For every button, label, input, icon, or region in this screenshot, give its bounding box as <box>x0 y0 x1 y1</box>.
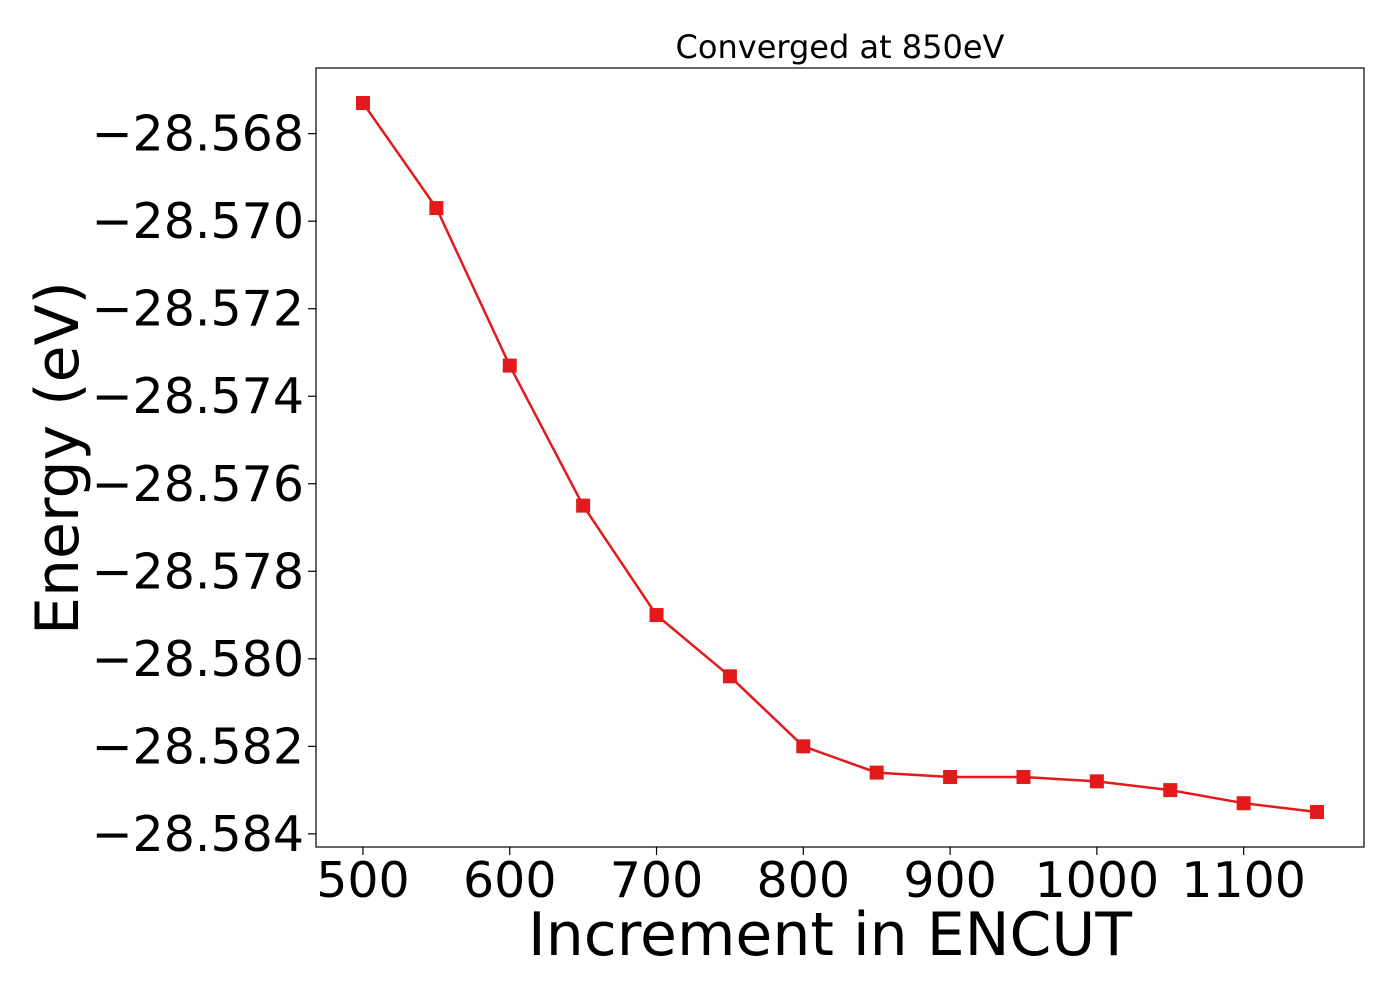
y-tick-label: −28.570 <box>91 193 304 250</box>
data-point-marker <box>576 498 591 513</box>
data-point-marker <box>869 765 884 780</box>
x-tick-label: 800 <box>757 852 851 909</box>
series-layer <box>355 96 1325 819</box>
data-point-marker <box>429 201 444 216</box>
data-point-marker <box>1089 774 1104 789</box>
y-tick-label: −28.580 <box>91 631 304 688</box>
y-tick-label: −28.574 <box>91 368 304 425</box>
data-point-marker <box>1310 804 1325 819</box>
data-point-marker <box>943 769 958 784</box>
x-tick-label: 500 <box>316 852 410 909</box>
y-axis-label: Energy (eV) <box>23 281 93 635</box>
y-tick-label: −28.568 <box>91 106 304 163</box>
x-tick-label: 900 <box>903 852 997 909</box>
y-tick-label: −28.584 <box>91 806 304 863</box>
y-axis-ticks: −28.568 −28.570 −28.572 −28.574 −28.576 −28.5… <box>91 106 316 863</box>
x-tick-label: 1100 <box>1181 852 1306 909</box>
plot-area-frame <box>315 67 1365 848</box>
y-tick-label: −28.582 <box>91 718 304 775</box>
data-point-marker <box>502 358 517 373</box>
data-point-marker <box>1163 783 1178 798</box>
x-tick-label: 1000 <box>1035 852 1160 909</box>
data-point-marker <box>649 608 664 623</box>
y-tick-label: −28.572 <box>91 281 304 338</box>
data-point-marker <box>1236 796 1251 811</box>
y-tick-label: −28.578 <box>91 543 304 600</box>
data-point-marker <box>1016 769 1031 784</box>
data-point-marker <box>355 96 370 111</box>
data-point-marker <box>722 669 737 684</box>
x-axis-label: Increment in ENCUT <box>528 900 1132 970</box>
data-point-marker <box>796 739 811 754</box>
y-tick-label: −28.576 <box>91 456 304 513</box>
series-line <box>361 102 1318 814</box>
x-axis-ticks: 500 600 700 800 900 1000 1100 <box>316 847 1306 909</box>
x-tick-label: 600 <box>463 852 557 909</box>
x-tick-label: 700 <box>610 852 704 909</box>
chart-title: Converged at 850eV <box>676 28 1005 66</box>
